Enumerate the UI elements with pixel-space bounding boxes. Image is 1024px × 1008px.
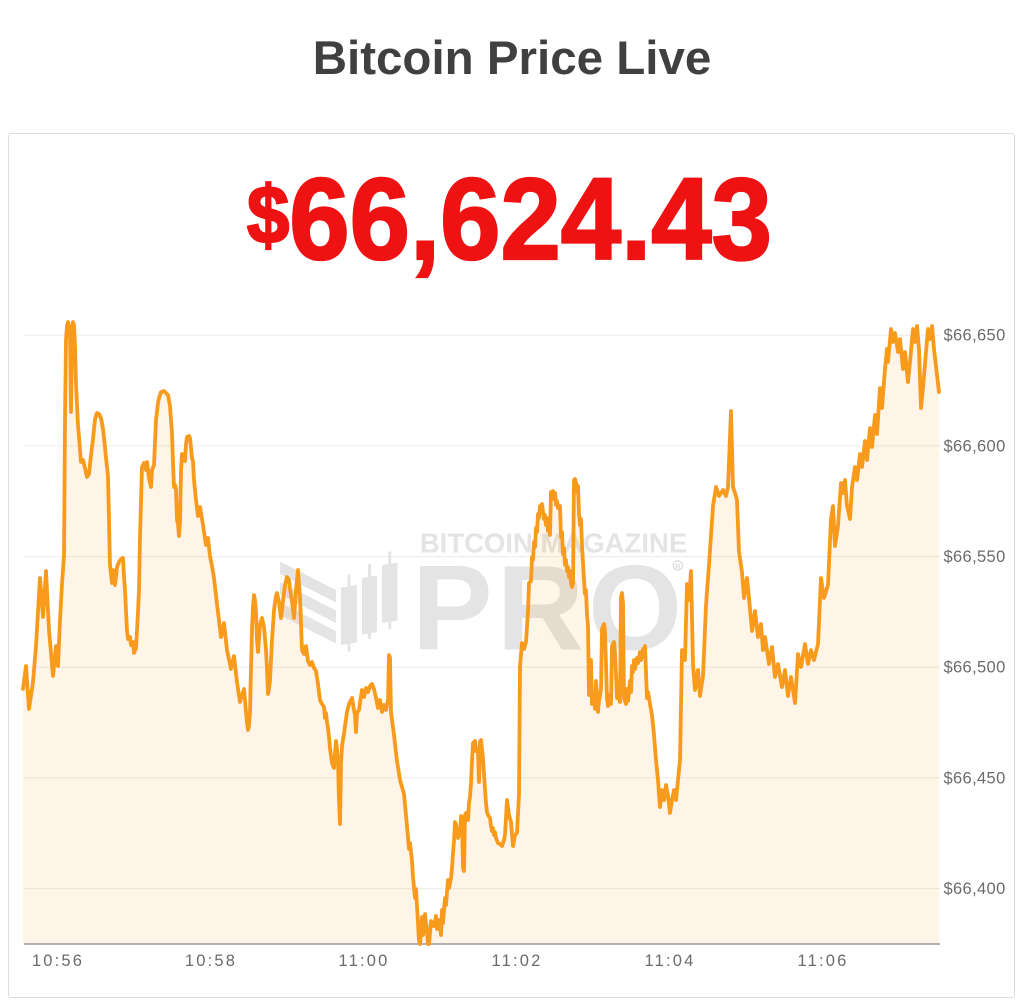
svg-text:PRO: PRO (412, 540, 686, 676)
svg-text:$66,450: $66,450 (944, 769, 1006, 787)
svg-text:$66,650: $66,650 (944, 327, 1006, 345)
svg-text:$66,500: $66,500 (944, 659, 1006, 677)
svg-text:10:58: 10:58 (185, 952, 237, 970)
svg-text:11:02: 11:02 (491, 952, 542, 970)
svg-text:10:56: 10:56 (32, 952, 84, 970)
svg-text:R: R (675, 562, 681, 571)
svg-text:11:00: 11:00 (338, 952, 389, 970)
svg-text:$66,400: $66,400 (944, 880, 1006, 898)
svg-text:11:04: 11:04 (644, 952, 695, 970)
svg-text:$66,550: $66,550 (944, 548, 1006, 566)
svg-text:BITCOIN MAGAZINE: BITCOIN MAGAZINE (420, 528, 687, 559)
svg-text:11:06: 11:06 (797, 952, 848, 970)
svg-text:$66,600: $66,600 (944, 437, 1006, 455)
